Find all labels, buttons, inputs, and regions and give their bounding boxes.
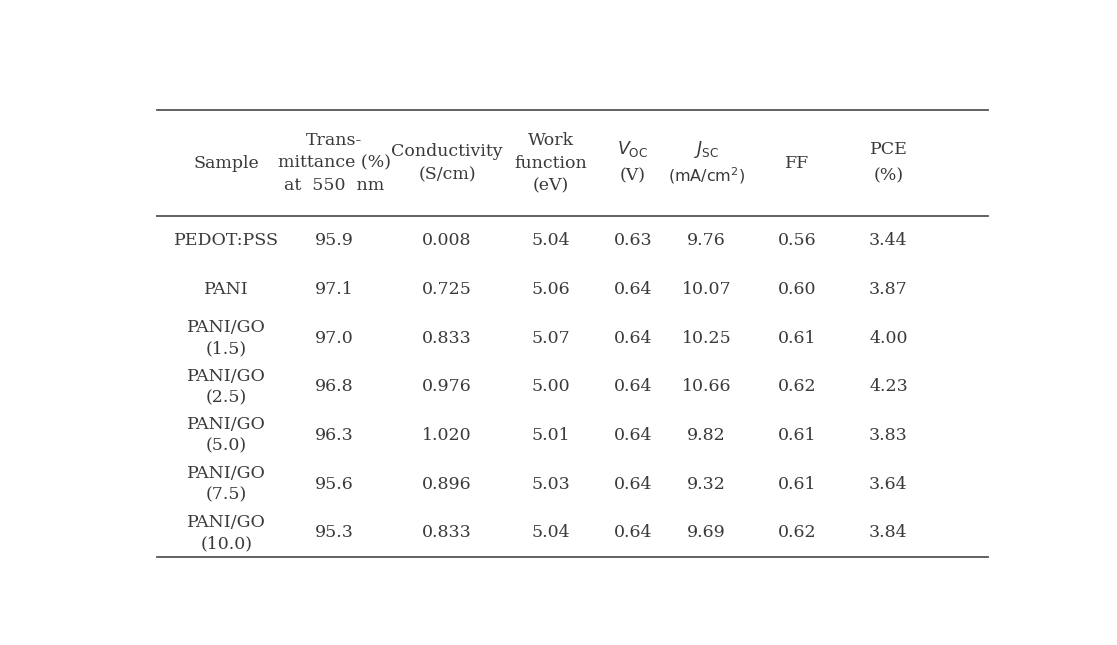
Text: 0.64: 0.64 [614, 524, 652, 541]
Text: 5.00: 5.00 [532, 379, 570, 395]
Text: 0.833: 0.833 [422, 524, 471, 541]
Text: 0.64: 0.64 [614, 330, 652, 346]
Text: 0.64: 0.64 [614, 281, 652, 298]
Text: 4.00: 4.00 [869, 330, 908, 346]
Text: Sample: Sample [193, 155, 259, 172]
Text: 3.44: 3.44 [869, 232, 908, 250]
Text: $\mathrm{(mA/cm^2)}$: $\mathrm{(mA/cm^2)}$ [668, 165, 745, 186]
Text: 0.64: 0.64 [614, 475, 652, 493]
Text: 0.60: 0.60 [779, 281, 817, 298]
Text: 0.64: 0.64 [614, 379, 652, 395]
Text: 0.62: 0.62 [779, 379, 817, 395]
Text: 3.83: 3.83 [869, 427, 908, 444]
Text: 9.82: 9.82 [687, 427, 726, 444]
Text: 4.23: 4.23 [869, 379, 908, 395]
Text: 0.56: 0.56 [779, 232, 817, 250]
Text: PANI: PANI [203, 281, 249, 298]
Text: 10.66: 10.66 [681, 379, 732, 395]
Text: PCE: PCE [869, 141, 907, 157]
Text: 9.69: 9.69 [687, 524, 726, 541]
Text: 5.04: 5.04 [532, 232, 570, 250]
Text: 1.020: 1.020 [422, 427, 471, 444]
Text: 3.87: 3.87 [869, 281, 908, 298]
Text: 97.0: 97.0 [315, 330, 354, 346]
Text: 97.1: 97.1 [315, 281, 354, 298]
Text: $\mathit{J}_\mathrm{SC}$: $\mathit{J}_\mathrm{SC}$ [694, 139, 719, 160]
Text: Trans-
mittance (%)
at  550  nm: Trans- mittance (%) at 550 nm [278, 132, 391, 194]
Text: 0.61: 0.61 [779, 330, 817, 346]
Text: (V): (V) [620, 167, 646, 184]
Text: 95.6: 95.6 [315, 475, 354, 493]
Text: 0.896: 0.896 [422, 475, 471, 493]
Text: 96.3: 96.3 [315, 427, 354, 444]
Text: 10.25: 10.25 [681, 330, 732, 346]
Text: PANI/GO
(5.0): PANI/GO (5.0) [187, 416, 266, 455]
Text: FF: FF [785, 155, 810, 172]
Text: 3.64: 3.64 [869, 475, 908, 493]
Text: 0.833: 0.833 [422, 330, 471, 346]
Text: 5.01: 5.01 [532, 427, 570, 444]
Text: PANI/GO
(10.0): PANI/GO (10.0) [187, 513, 266, 552]
Text: 5.04: 5.04 [532, 524, 570, 541]
Text: 0.61: 0.61 [779, 475, 817, 493]
Text: PEDOT:PSS: PEDOT:PSS [173, 232, 279, 250]
Text: 0.62: 0.62 [779, 524, 817, 541]
Text: Work
function
(eV): Work function (eV) [515, 132, 588, 194]
Text: Conductivity
(S/cm): Conductivity (S/cm) [391, 143, 503, 183]
Text: (%): (%) [873, 167, 904, 184]
Text: 95.3: 95.3 [315, 524, 354, 541]
Text: 0.64: 0.64 [614, 427, 652, 444]
Text: $\mathit{V}_\mathrm{OC}$: $\mathit{V}_\mathrm{OC}$ [618, 139, 649, 159]
Text: 5.06: 5.06 [532, 281, 570, 298]
Text: 3.84: 3.84 [869, 524, 908, 541]
Text: 0.63: 0.63 [613, 232, 652, 250]
Text: 9.76: 9.76 [687, 232, 726, 250]
Text: 96.8: 96.8 [315, 379, 354, 395]
Text: PANI/GO
(7.5): PANI/GO (7.5) [187, 465, 266, 504]
Text: 5.03: 5.03 [532, 475, 570, 493]
Text: 5.07: 5.07 [532, 330, 570, 346]
Text: PANI/GO
(1.5): PANI/GO (1.5) [187, 319, 266, 357]
Text: 0.61: 0.61 [779, 427, 817, 444]
Text: 95.9: 95.9 [315, 232, 354, 250]
Text: 9.32: 9.32 [687, 475, 726, 493]
Text: 0.725: 0.725 [422, 281, 471, 298]
Text: 0.976: 0.976 [422, 379, 471, 395]
Text: 10.07: 10.07 [681, 281, 732, 298]
Text: 0.008: 0.008 [422, 232, 471, 250]
Text: PANI/GO
(2.5): PANI/GO (2.5) [187, 368, 266, 406]
